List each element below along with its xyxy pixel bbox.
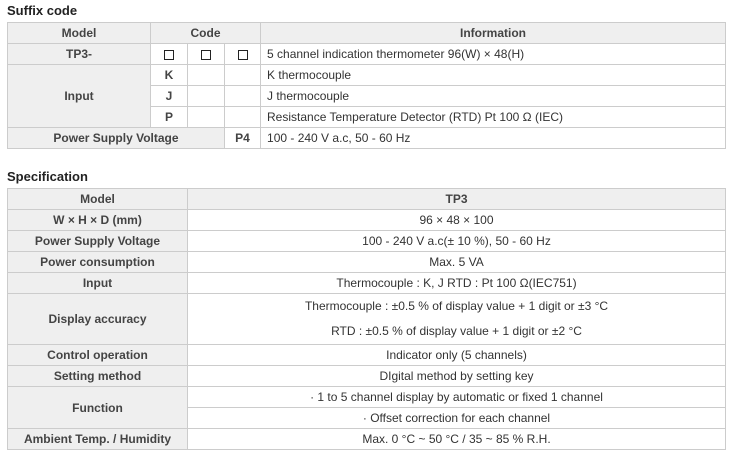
table-row: W × H × D (mm) 96 × 48 × 100 (7, 209, 726, 231)
table-row: Input Thermocouple : K, J RTD : Pt 100 Ω(… (7, 272, 726, 294)
table-row: Model Code Information (7, 22, 726, 44)
spec-value: Max. 5 VA (187, 251, 726, 273)
info-cell: 5 channel indication thermometer 96(W) ×… (260, 43, 726, 65)
header-model: Model (7, 22, 151, 44)
table-row: Setting method DIgital method by setting … (7, 365, 726, 387)
suffix-code-table: Model Code Information TP3- 5 channel in… (7, 22, 726, 149)
spec-value: · 1 to 5 channel display by automatic or… (187, 386, 726, 408)
code-cell: K (150, 64, 188, 86)
header-code: Code (149, 22, 262, 44)
table-row: Power consumption Max. 5 VA (7, 251, 726, 273)
spec-value: 96 × 48 × 100 (187, 209, 726, 231)
info-cell: J thermocouple (260, 85, 726, 107)
input-cell: Input (7, 64, 151, 128)
table-row: Function · 1 to 5 channel display by auto… (7, 386, 726, 429)
spec-value: DIgital method by setting key (187, 365, 726, 387)
header-information: Information (260, 22, 726, 44)
spec-label: Setting method (7, 365, 188, 387)
info-cell: Resistance Temperature Detector (RTD) Pt… (260, 106, 726, 128)
info-cell: 100 - 240 V a.c, 50 - 60 Hz (260, 127, 726, 149)
table-row: Power Supply Voltage P4 100 - 240 V a.c,… (7, 127, 726, 149)
spec-label: Power consumption (7, 251, 188, 273)
spec-label: Control operation (7, 344, 188, 366)
spec-label: Input (7, 272, 188, 294)
specification-table: Model TP3 W × H × D (mm) 96 × 48 × 100 Pow… (7, 188, 726, 450)
spec-value: TP3 (187, 188, 726, 210)
spec-value: Thermocouple : K, J RTD : Pt 100 Ω(IEC75… (187, 272, 726, 294)
table-row: Ambient Temp. / Humidity Max. 0 °C ~ 50 °… (7, 428, 726, 450)
spec-value: Max. 0 °C ~ 50 °C / 35 ~ 85 % R.H. (187, 428, 726, 450)
spec-label: W × H × D (mm) (7, 209, 188, 231)
code-placeholder-icon (164, 49, 174, 60)
table-row: Control operation Indicator only (5 chann… (7, 344, 726, 366)
table-row: P Resistance Temperature Detector (RTD) … (8, 106, 726, 128)
code-cell: P (150, 106, 188, 128)
info-cell: K thermocouple (260, 64, 726, 86)
spec-label: Display accuracy (7, 293, 188, 345)
code-placeholder-icon (237, 49, 248, 60)
table-row: Input K K thermocouple (7, 64, 726, 128)
table-row: TP3- 5 channel indication thermometer 96… (7, 43, 726, 65)
spec-label: Model (7, 188, 188, 210)
table-row: Model TP3 (7, 188, 726, 210)
spec-value: · Offset correction for each channel (187, 407, 726, 429)
table-row: Display accuracy Thermocouple : ±0.5 % o… (7, 293, 726, 345)
spec-label: Ambient Temp. / Humidity (7, 428, 188, 450)
accuracy-rtd: RTD : ±0.5 % of display value + 1 digit … (331, 324, 582, 338)
table-row: Power Supply Voltage 100 - 240 V a.c(± 10… (7, 230, 726, 252)
suffix-code-heading: Suffix code (7, 3, 78, 18)
spec-label: Power Supply Voltage (7, 230, 188, 252)
spec-label: Function (7, 386, 188, 429)
spec-value: Thermocouple : ±0.5 % of display value +… (187, 293, 726, 345)
power-cell: Power Supply Voltage (7, 127, 225, 149)
code-cell: J (150, 85, 188, 107)
accuracy-thermocouple: Thermocouple : ±0.5 % of display value +… (304, 299, 609, 313)
code-placeholder-icon (201, 49, 211, 60)
spec-value: 100 - 240 V a.c(± 10 %), 50 - 60 Hz (187, 230, 726, 252)
table-row: J J thermocouple (8, 85, 726, 107)
specification-heading: Specification (7, 169, 88, 184)
spec-value: Indicator only (5 channels) (187, 344, 726, 366)
code-cell: P4 (223, 127, 262, 149)
model-cell: TP3- (7, 43, 151, 65)
